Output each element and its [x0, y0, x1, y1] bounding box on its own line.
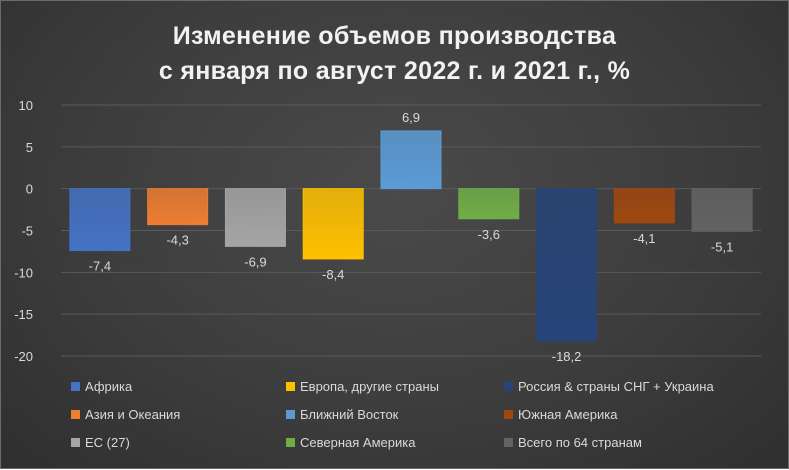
- legend-label: Северная Америка: [300, 434, 416, 450]
- data-label: -5,1: [711, 239, 733, 254]
- bar: [536, 188, 598, 342]
- legend-entry: Африка: [71, 377, 286, 395]
- legend-swatch: [504, 437, 513, 447]
- data-label: -8,4: [322, 267, 344, 282]
- legend-entry: Северная Америка: [286, 433, 504, 451]
- legend-swatch: [71, 409, 80, 419]
- y-tick-label: 10: [19, 98, 33, 113]
- data-label: -3,6: [478, 227, 500, 242]
- chart-title: Изменение объемов производства с января …: [1, 19, 788, 89]
- legend-entry: ЕС (27): [71, 433, 286, 451]
- legend-swatch: [504, 409, 513, 419]
- legend-label: Азия и Океания: [85, 406, 181, 422]
- bar: [613, 188, 675, 224]
- legend-swatch: [504, 381, 513, 391]
- data-label: -4,3: [166, 233, 188, 248]
- data-label: 6,9: [402, 110, 420, 125]
- y-tick-label: -5: [21, 224, 33, 239]
- legend-entry: Россия & страны СНГ + Украина: [504, 377, 764, 395]
- bar: [458, 188, 520, 220]
- y-tick-label: -10: [14, 265, 33, 280]
- legend-entry: Южная Америка: [504, 405, 764, 423]
- legend-swatch: [71, 381, 80, 391]
- legend-swatch: [286, 381, 295, 391]
- legend-label: Южная Америка: [518, 406, 618, 422]
- bar: [691, 188, 753, 232]
- legend-swatch: [71, 437, 80, 447]
- y-tick-label: 5: [26, 140, 33, 155]
- chart-title-line-2: с января по август 2022 г. и 2021 г., %: [158, 57, 631, 85]
- data-label: -6,9: [244, 254, 266, 269]
- legend-label: Ближний Восток: [300, 406, 399, 422]
- y-tick-label: -20: [14, 349, 33, 364]
- legend-label: Европа, другие страны: [300, 378, 439, 394]
- bar: [302, 188, 364, 260]
- legend-label: Африка: [85, 378, 133, 394]
- bar: [147, 188, 209, 226]
- legend-entry: Ближний Восток: [286, 405, 504, 423]
- bar: [69, 188, 131, 252]
- y-tick-label: 0: [26, 182, 33, 197]
- data-label: -4,1: [633, 231, 655, 246]
- legend-entry: Европа, другие страны: [286, 377, 504, 395]
- y-tick-label: -15: [14, 307, 33, 322]
- data-label: -18,2: [552, 349, 582, 364]
- legend-entry: Всего по 64 странам: [504, 433, 764, 451]
- legend-label: ЕС (27): [85, 434, 130, 450]
- legend-swatch: [286, 437, 295, 447]
- legend-swatch: [286, 409, 295, 419]
- chart-title-line-1: Изменение объемов производства: [172, 22, 617, 50]
- legend: Африка Европа, другие страны Россия & стра…: [71, 377, 771, 451]
- legend-entry: Азия и Океания: [71, 405, 286, 423]
- bar: [380, 130, 442, 190]
- legend-label: Всего по 64 странам: [518, 434, 642, 450]
- data-label: -7,4: [89, 259, 111, 274]
- bar: [224, 188, 286, 247]
- legend-label: Россия & страны СНГ + Украина: [518, 378, 714, 394]
